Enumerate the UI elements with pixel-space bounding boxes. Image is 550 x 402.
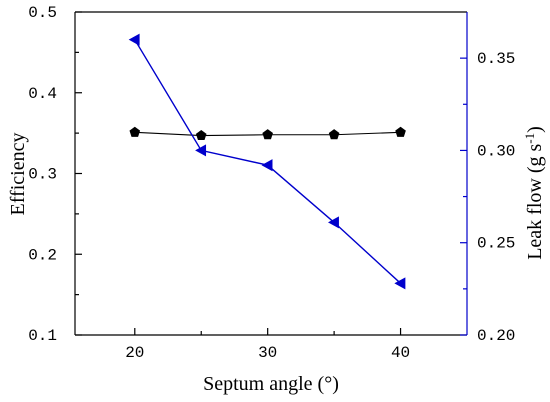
x-tick-label: 30 xyxy=(258,344,277,362)
left-y-tick-label: 0.5 xyxy=(28,4,57,22)
right-y-axis-label-main: Leak flow (g s xyxy=(524,144,546,260)
series-group xyxy=(128,33,406,290)
leak-flow-data-point xyxy=(195,144,207,157)
right-y-tick-label: 0.35 xyxy=(477,50,515,68)
left-y-tick-label: 0.4 xyxy=(28,85,57,103)
x-axis-label: Septum angle (°) xyxy=(203,373,339,395)
leak-flow-data-point xyxy=(327,216,339,229)
right-y-axis-label-superscript: -1 xyxy=(522,133,537,144)
left-y-tick-label: 0.3 xyxy=(28,166,57,184)
right-y-tick-label: 0.20 xyxy=(477,327,515,345)
efficiency-data-point xyxy=(195,129,207,141)
x-tick-label: 40 xyxy=(391,344,410,362)
efficiency-data-point xyxy=(328,129,340,140)
leak-flow-series-line xyxy=(134,39,402,284)
right-y-tick-label: 0.30 xyxy=(477,142,515,160)
right-y-tick-label: 0.25 xyxy=(477,235,515,253)
axes-group: 20 30 40 0.1 0.2 0.3 0.4 0.5 0.20 0.25 0.30 0.35 xyxy=(28,4,515,362)
efficiency-data-point xyxy=(129,126,141,137)
leak-flow-data-point xyxy=(128,33,140,46)
leak-flow-data-point xyxy=(261,159,273,172)
efficiency-data-point xyxy=(395,126,406,137)
x-tick-label: 20 xyxy=(125,344,144,362)
left-y-axis-label: Efficiency xyxy=(7,133,29,216)
right-y-axis-label-close: ) xyxy=(524,126,546,133)
right-y-axis-label: Leak flow (g s-1) xyxy=(522,126,546,260)
efficiency-data-point xyxy=(262,129,273,140)
left-y-tick-label: 0.2 xyxy=(28,246,57,264)
leak-flow-data-point xyxy=(394,277,406,290)
left-y-tick-label: 0.1 xyxy=(28,327,57,345)
